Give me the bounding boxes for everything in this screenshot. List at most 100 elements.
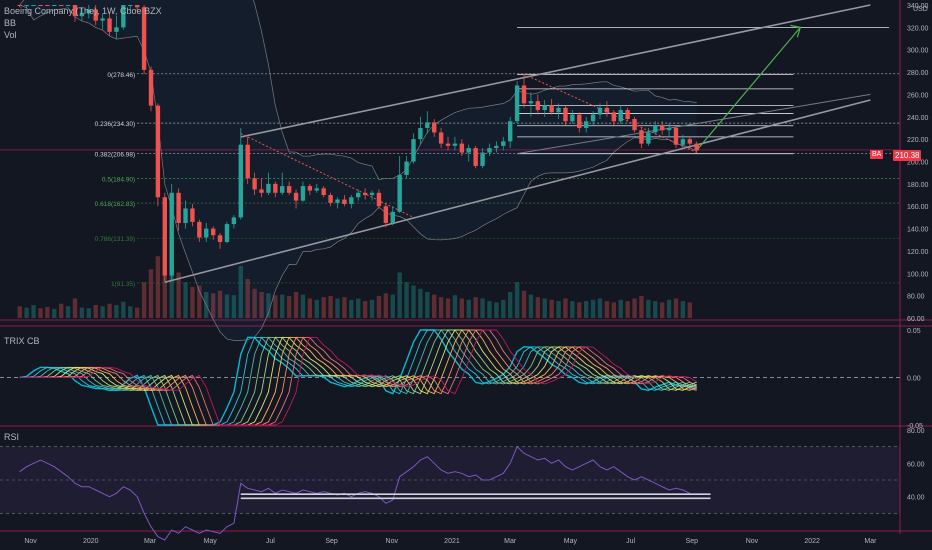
candle-body	[162, 197, 168, 276]
trix-tick-label: 0.00	[907, 376, 921, 383]
volume-bar	[362, 301, 368, 318]
axes: 340.00 320.00 300.00 280.00 260.00 240.00 220.…	[24, 3, 928, 545]
volume-bar	[376, 295, 382, 318]
candle-body	[625, 110, 630, 120]
candle-body	[328, 195, 333, 203]
volume-bar	[528, 294, 534, 318]
candle-body	[397, 174, 402, 212]
time-tick-label: Mar	[504, 538, 517, 545]
candle-body	[293, 192, 299, 201]
volume-bar	[72, 298, 78, 318]
candle-body	[134, 5, 140, 8]
volume-bar	[183, 282, 188, 318]
time-tick-label: Sep	[325, 538, 338, 545]
candle-body	[432, 122, 437, 133]
volume-bar	[480, 298, 485, 318]
price-tick-label: 180.00	[907, 182, 929, 189]
volume-bar	[190, 286, 195, 318]
symbol-badge: BA	[870, 150, 884, 159]
volume-bar	[114, 305, 119, 318]
volume-bar	[266, 293, 271, 318]
volume-bar	[335, 298, 340, 318]
volume-bar	[38, 308, 43, 318]
trix-ribbon-line	[19, 329, 697, 426]
price-tick-label: 320.00	[907, 25, 929, 32]
volume-bar	[141, 282, 147, 318]
volume-bar	[245, 279, 250, 318]
volume-bar	[487, 301, 492, 318]
volume-bar	[597, 298, 603, 318]
candle-body	[563, 107, 568, 122]
candle-body	[632, 119, 637, 131]
candle-body	[79, 12, 85, 17]
time-tick-label: May	[204, 538, 218, 545]
candle-body	[390, 211, 395, 223]
volume-bar	[369, 299, 375, 318]
time-tick-label: Mar	[864, 538, 877, 545]
volume-bar	[100, 306, 105, 318]
candle-body	[404, 161, 409, 175]
time-tick-label: Nov	[386, 538, 399, 545]
trix-tick-label: -0.05	[907, 423, 923, 430]
trix-ribbon-line	[19, 329, 697, 426]
trix-pane: 0.05 0.00 -0.05	[0, 328, 923, 430]
time-tick-label: Mar	[144, 538, 157, 545]
volume-bar	[425, 292, 430, 318]
volume-bar	[169, 260, 174, 318]
candle-body	[210, 228, 216, 236]
bb-fill	[19, 0, 697, 341]
price-tick-label: 280.00	[907, 70, 929, 77]
candle-body	[245, 144, 250, 179]
volume-bar	[563, 298, 568, 318]
volume-bar	[307, 298, 313, 318]
volume-bar	[501, 299, 506, 318]
candle-body	[176, 192, 181, 223]
candle-body	[183, 208, 188, 223]
volume-bar	[259, 292, 264, 318]
volume-bar	[280, 294, 285, 318]
time-tick-label: May	[564, 538, 578, 545]
time-tick-label: 2020	[83, 538, 99, 545]
volume-bar	[217, 290, 223, 318]
downtrend-dotted-line	[523, 73, 697, 154]
volume-bar	[666, 299, 672, 318]
volume-bar	[273, 295, 278, 318]
fib-level-label: 0.236(234.30)	[95, 121, 135, 128]
rsi-pane: 80.00 60.00 40.00	[0, 428, 925, 541]
chart-title: Boeing Company (The), 1W, Cboe BZX	[4, 6, 162, 16]
price-tick-label: 100.00	[907, 271, 929, 278]
projection-arrow-line	[696, 26, 801, 151]
price-tick-label: 60.00	[907, 316, 925, 323]
fib-level-label: 0.786(131.39)	[95, 236, 135, 243]
candle-body	[280, 186, 285, 193]
candle-body	[556, 107, 561, 113]
time-tick-label: 2021	[444, 538, 460, 545]
bollinger-bands	[19, 0, 697, 341]
candle-body	[107, 18, 112, 32]
volume-bar	[570, 301, 575, 318]
projection-arrow-head	[790, 24, 802, 38]
candle-body	[155, 105, 161, 198]
candle-body	[148, 69, 154, 106]
candle-body	[570, 114, 575, 122]
volume-bar	[397, 272, 402, 318]
candle-body	[418, 127, 423, 140]
trix-ribbon-line	[19, 329, 697, 426]
rsi-tick-label: 40.00	[907, 495, 925, 502]
price-tick-label: 140.00	[907, 227, 929, 234]
candle-body	[342, 199, 347, 204]
candle-body	[659, 125, 665, 131]
candle-body	[114, 27, 119, 32]
candle-body	[252, 178, 257, 190]
volume-bar	[604, 301, 610, 318]
fib-level-label: 1(91.35)	[111, 281, 135, 288]
volume-bar	[507, 292, 513, 318]
volume-bar	[535, 297, 541, 318]
volume-bar	[556, 301, 561, 318]
volume-bar	[356, 298, 361, 318]
trix-pane-label: TRIX CB	[4, 336, 40, 346]
candle-body	[611, 112, 617, 122]
candle-body	[369, 192, 375, 196]
current-price-badge: 210.38	[893, 150, 922, 161]
candle-body	[590, 114, 596, 122]
